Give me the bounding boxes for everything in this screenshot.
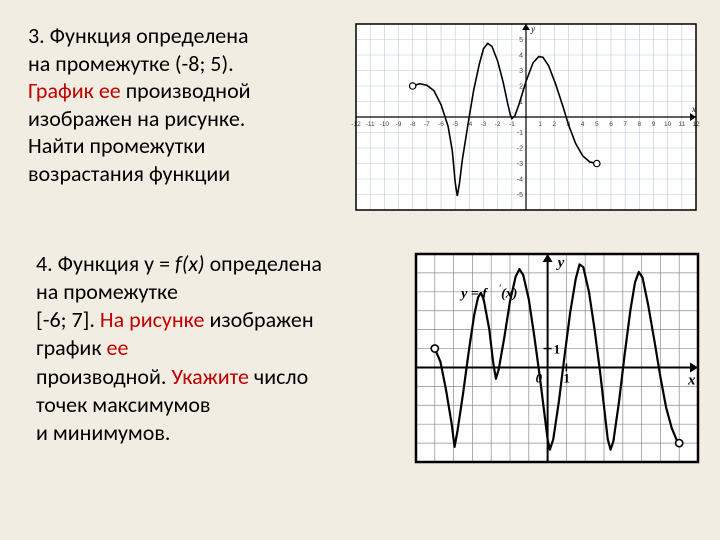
svg-text:4: 4 <box>581 121 585 128</box>
p3-l2: на промежутке (-8; 5). <box>28 50 234 77</box>
svg-text:2: 2 <box>519 84 523 91</box>
svg-text:10: 10 <box>664 121 672 128</box>
p4-l7: и минимумов. <box>36 419 170 446</box>
svg-text:-5: -5 <box>452 121 458 128</box>
p4-l3c: изображен <box>205 306 314 333</box>
p4-l3r: На рисунке <box>100 306 205 333</box>
svg-text:5: 5 <box>595 121 599 128</box>
svg-text:3: 3 <box>519 68 523 75</box>
p3-l3red: График ее <box>28 77 121 104</box>
p4-l4r: ее <box>107 334 129 361</box>
svg-text:-4: -4 <box>517 177 523 184</box>
svg-text:-7: -7 <box>424 121 430 128</box>
graph2-container: уxу = f′(x)101 <box>412 250 702 471</box>
p3-l1: 3. Функция определена <box>28 22 249 49</box>
svg-text:-1: -1 <box>509 121 515 128</box>
svg-text:7: 7 <box>623 121 627 128</box>
svg-text:2: 2 <box>553 121 557 128</box>
svg-text:6: 6 <box>609 121 613 128</box>
svg-text:-6: -6 <box>438 121 444 128</box>
problem3-text: 3. Функция определена на промежутке (-8;… <box>28 22 338 187</box>
p4-l5c: число <box>249 363 308 390</box>
svg-text:y: y <box>530 24 535 34</box>
svg-text:11: 11 <box>678 121 685 128</box>
svg-text:-2: -2 <box>495 121 501 128</box>
graph1-svg: -12-11-10-9-8-7-6-5-4-3-2-11234567891011… <box>350 18 702 216</box>
svg-text:(x): (x) <box>501 286 517 301</box>
p4-l1a: 4. Функция у = <box>36 250 175 277</box>
p4-l1c: определена <box>205 250 322 277</box>
p3-l3b: производной <box>121 77 251 104</box>
svg-text:-1: -1 <box>517 130 523 137</box>
svg-text:-3: -3 <box>517 161 523 168</box>
svg-text:-11: -11 <box>366 121 375 128</box>
p3-l4: изображен на рисунке. <box>28 105 245 132</box>
svg-text:1: 1 <box>563 370 570 385</box>
p3-l6: возрастания функции <box>28 160 230 187</box>
svg-text:4: 4 <box>519 53 523 60</box>
graph1-container: -12-11-10-9-8-7-6-5-4-3-2-11234567891011… <box>350 18 702 221</box>
problem4-text: 4. Функция у = f(x) определена на промеж… <box>36 250 396 447</box>
svg-text:x: x <box>687 372 696 388</box>
svg-text:8: 8 <box>638 121 642 128</box>
p4-l6: точек максимумов <box>36 391 210 418</box>
graph2-svg: уxу = f′(x)101 <box>412 250 702 466</box>
svg-text:-9: -9 <box>396 121 402 128</box>
svg-text:9: 9 <box>652 121 656 128</box>
p3-l5: Найти промежутки <box>28 132 205 159</box>
p4-l5r: Укажите <box>171 363 249 390</box>
p4-l3a: [-6; 7]. <box>36 306 100 333</box>
p4-l1b: f(x) <box>175 250 205 277</box>
p4-l5a: производной. <box>36 363 171 390</box>
svg-text:-10: -10 <box>380 121 390 128</box>
svg-text:-5: -5 <box>517 192 523 199</box>
svg-text:1: 1 <box>554 342 561 357</box>
svg-text:-2: -2 <box>517 146 523 153</box>
svg-text:у: у <box>556 255 565 271</box>
svg-text:5: 5 <box>519 37 523 44</box>
p4-l4a: график <box>36 334 107 361</box>
p4-l2: на промежутке <box>36 278 178 305</box>
svg-text:1: 1 <box>538 121 542 128</box>
svg-text:-3: -3 <box>481 121 487 128</box>
svg-text:-8: -8 <box>410 121 416 128</box>
